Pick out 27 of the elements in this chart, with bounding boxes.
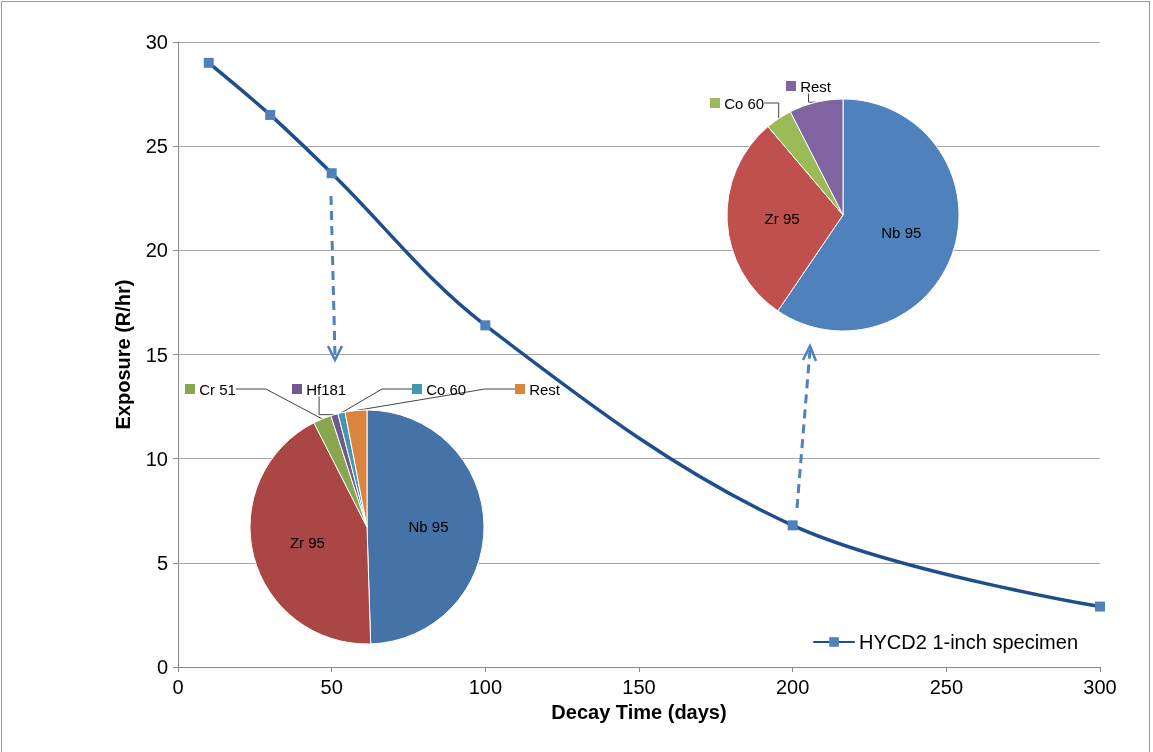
y-tick-label: 15	[145, 343, 168, 366]
slice-label: Nb 95	[881, 224, 922, 242]
slice-label: Zr 95	[764, 209, 800, 227]
y-tick-label: 25	[145, 135, 168, 158]
legend-label: Cr 51	[195, 380, 236, 398]
y-tick-label: 20	[145, 239, 168, 262]
y-tick-label: 30	[145, 31, 168, 53]
legend-label: Co 60	[720, 94, 765, 112]
x-tick-label: 0	[172, 676, 184, 698]
x-axis-title: Decay Time (days)	[551, 701, 727, 723]
slice-label: Nb 95	[408, 517, 449, 535]
x-tick-label: 100	[468, 676, 503, 698]
x-tick-label: 200	[775, 676, 810, 698]
x-tick-label: 300	[1083, 676, 1117, 698]
legend-label: Hf181	[302, 380, 347, 398]
slice-label: Zr 95	[289, 533, 325, 551]
y-tick-label: 5	[156, 551, 168, 574]
y-axis-title: Exposure (R/hr)	[112, 279, 134, 430]
legend-label: Co 60	[422, 380, 467, 398]
legend-label: HYCD2 1-inch specimen	[859, 631, 1079, 653]
x-tick-label: 250	[929, 676, 964, 698]
x-tick-label: 50	[320, 676, 343, 698]
x-tick-label: 150	[622, 676, 656, 698]
y-tick-label: 0	[156, 656, 168, 678]
y-tick-label: 10	[145, 447, 168, 470]
legend-label: Rest	[796, 77, 832, 95]
legend-label: Rest	[525, 380, 561, 398]
